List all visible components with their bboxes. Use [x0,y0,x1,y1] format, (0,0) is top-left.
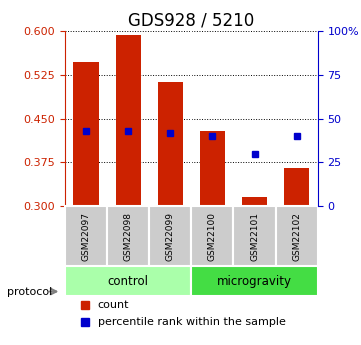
Text: GSM22100: GSM22100 [208,211,217,261]
Text: GSM22098: GSM22098 [124,211,132,261]
Title: GDS928 / 5210: GDS928 / 5210 [128,11,255,29]
FancyBboxPatch shape [275,206,318,266]
Bar [158,82,183,206]
Text: GSM22099: GSM22099 [166,211,175,261]
Bar [242,197,267,206]
Text: microgravity: microgravity [217,275,292,288]
FancyBboxPatch shape [191,266,318,296]
FancyBboxPatch shape [107,206,149,266]
FancyBboxPatch shape [65,206,107,266]
FancyBboxPatch shape [149,206,191,266]
Bar [284,168,309,206]
Bar [200,131,225,206]
FancyBboxPatch shape [65,266,191,296]
FancyBboxPatch shape [191,206,234,266]
Text: percentile rank within the sample: percentile rank within the sample [98,317,286,327]
Text: GSM22097: GSM22097 [82,211,91,261]
Text: control: control [108,275,149,288]
FancyBboxPatch shape [234,206,275,266]
Text: protocol: protocol [7,287,52,296]
Bar [116,35,141,206]
Bar [73,62,99,206]
Text: GSM22102: GSM22102 [292,212,301,260]
Text: count: count [98,300,129,310]
Text: GSM22101: GSM22101 [250,211,259,261]
